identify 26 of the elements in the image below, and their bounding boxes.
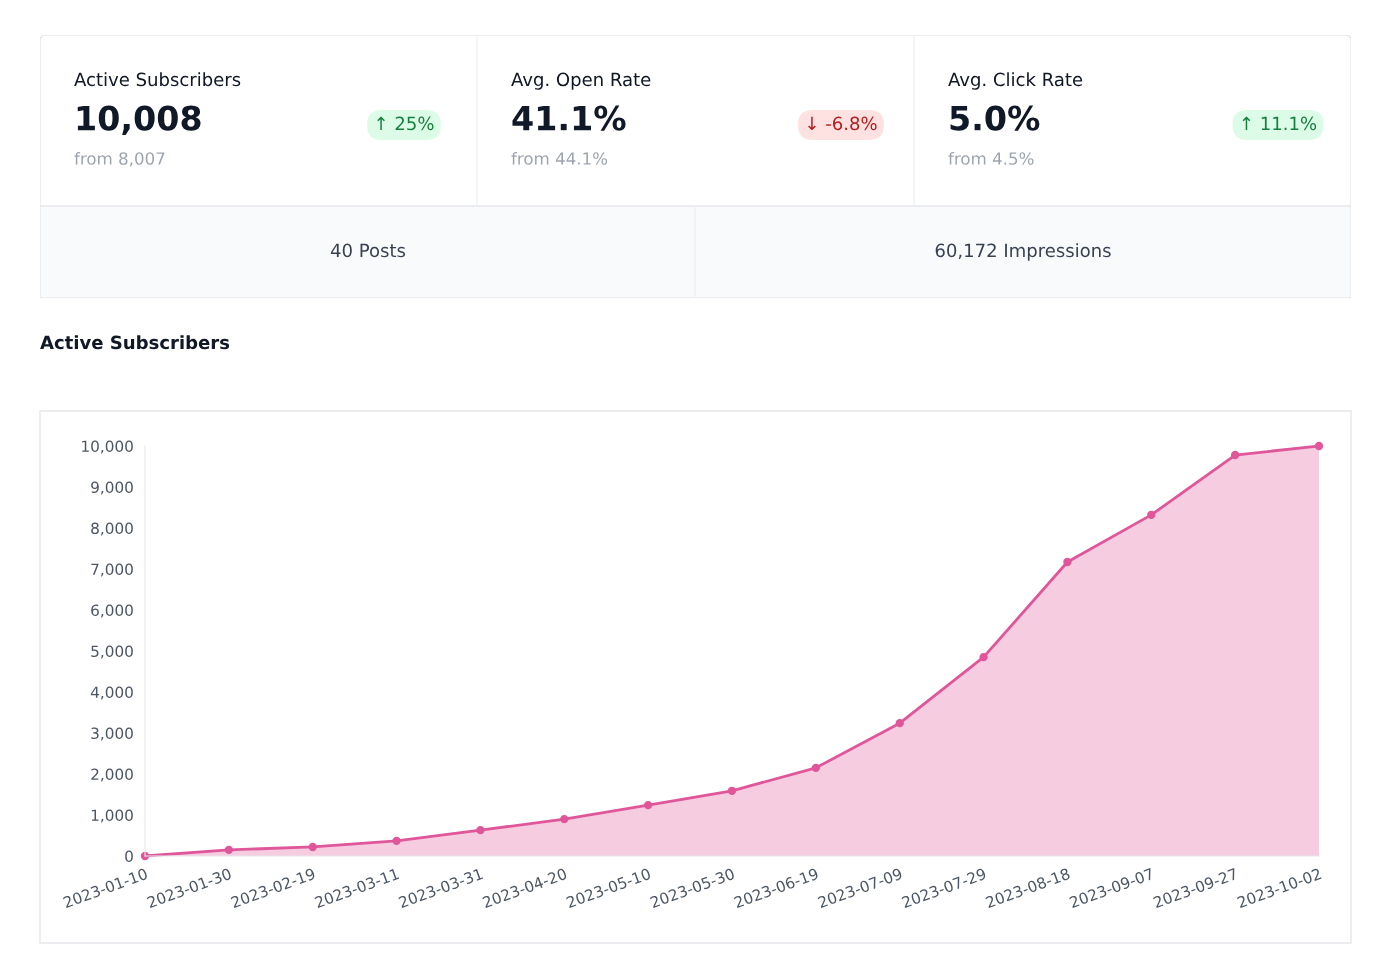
text: ↓ -6.8% bbox=[808, 116, 877, 131]
y-tick-label: 1,000 bbox=[91, 809, 133, 823]
text: 40 Posts bbox=[330, 243, 406, 258]
text: ↑ 11.1% bbox=[1242, 116, 1317, 131]
y-tick-label: 4,000 bbox=[90, 686, 133, 700]
text: 41.1% bbox=[512, 105, 626, 131]
y-tick-label: 2,000 bbox=[91, 768, 133, 782]
y-tick-label: 3,000 bbox=[91, 727, 133, 741]
text: 10,008 bbox=[77, 105, 201, 135]
y-tick-label: 8,000 bbox=[91, 522, 133, 536]
chart-title: Active Subscribers bbox=[40, 335, 230, 350]
text: ↑ 25% bbox=[377, 116, 434, 131]
y-tick-label: 0 bbox=[125, 850, 133, 863]
y-tick-label: 9,000 bbox=[91, 481, 133, 495]
y-tick-label: 6,000 bbox=[91, 604, 133, 618]
y-tick-label: 5,000 bbox=[91, 645, 133, 659]
y-tick-label: 7,000 bbox=[91, 563, 133, 577]
text: from 44.1% bbox=[511, 151, 608, 165]
y-tick-label: 10,000 bbox=[82, 440, 133, 454]
text: Active Subscribers bbox=[74, 72, 241, 87]
text: from 8,007 bbox=[74, 151, 165, 167]
text: 60,172 Impressions bbox=[935, 243, 1111, 261]
text: 5.0% bbox=[950, 105, 1040, 131]
text: Avg. Open Rate bbox=[511, 72, 651, 90]
text: Avg. Click Rate bbox=[948, 72, 1083, 90]
text: from 4.5% bbox=[948, 151, 1034, 165]
